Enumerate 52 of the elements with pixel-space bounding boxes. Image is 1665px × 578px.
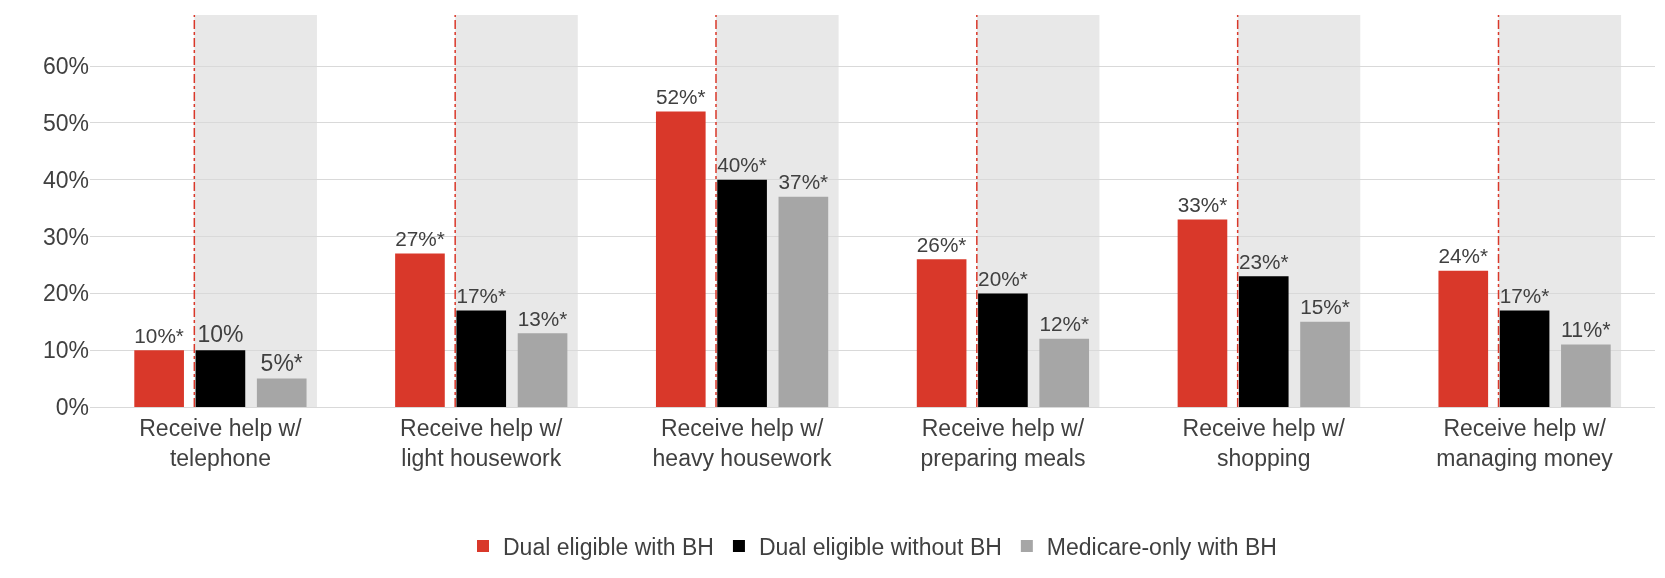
- bar: [456, 310, 507, 407]
- legend-label: Medicare-only with BH: [1046, 534, 1277, 561]
- y-tick-label: 10%: [42, 337, 89, 364]
- x-tick-label: Receive help w/ preparing meals: [920, 414, 1086, 471]
- x-tick-label: Receive help w/ light housework: [400, 414, 564, 471]
- x-tick-label: Receive help w/ shopping: [1182, 414, 1346, 471]
- legend-label: Dual eligible with BH: [503, 534, 714, 561]
- y-tick-label: 40%: [42, 166, 89, 193]
- data-label: 20%*: [978, 266, 1028, 290]
- bar: [916, 259, 967, 407]
- bar: [655, 111, 706, 407]
- y-tick-label: 30%: [42, 223, 89, 250]
- data-label: 15%*: [1300, 295, 1350, 319]
- bar: [717, 179, 767, 407]
- legend-label: Dual eligible without BH: [758, 534, 1002, 561]
- data-label: 26%*: [916, 232, 967, 256]
- x-tick-label: Receive help w/ telephone: [139, 414, 303, 471]
- bar: [978, 293, 1028, 407]
- bar: [395, 253, 445, 407]
- y-tick-label: 50%: [42, 109, 89, 136]
- bar: [134, 350, 184, 407]
- data-label: 27%*: [395, 227, 445, 251]
- data-label: 52%*: [655, 85, 706, 109]
- data-label: 17%*: [1499, 283, 1550, 307]
- y-tick-label: 20%: [42, 280, 89, 307]
- bar: [1039, 338, 1090, 407]
- bar: [778, 196, 829, 407]
- y-tick-label: 60%: [42, 53, 89, 80]
- x-tick-label: Receive help w/ managing money: [1436, 414, 1614, 471]
- x-tick-label: Receive help w/ heavy housework: [652, 414, 833, 471]
- bar: [1499, 310, 1550, 407]
- data-label: 23%*: [1238, 249, 1289, 273]
- bar: [1438, 270, 1489, 407]
- data-label: 24%*: [1438, 244, 1489, 268]
- data-label: 40%*: [717, 153, 767, 177]
- data-label: 5%*: [260, 349, 303, 376]
- bar: [1177, 219, 1228, 407]
- data-label: 17%*: [456, 283, 507, 307]
- data-label: 11%*: [1561, 317, 1611, 342]
- data-label: 12%*: [1039, 312, 1089, 336]
- bar: [195, 350, 246, 407]
- bar: [256, 378, 307, 407]
- data-label: 13%*: [517, 306, 568, 330]
- data-label: 33%*: [1177, 193, 1228, 217]
- y-tick-label: 0%: [55, 394, 89, 421]
- bar: [1300, 321, 1350, 407]
- bar: [1238, 276, 1289, 407]
- bar: [517, 333, 568, 407]
- data-label: 10%*: [134, 323, 184, 347]
- data-label: 37%*: [778, 170, 829, 194]
- data-label: 10%: [197, 321, 244, 348]
- bar: [1561, 344, 1611, 407]
